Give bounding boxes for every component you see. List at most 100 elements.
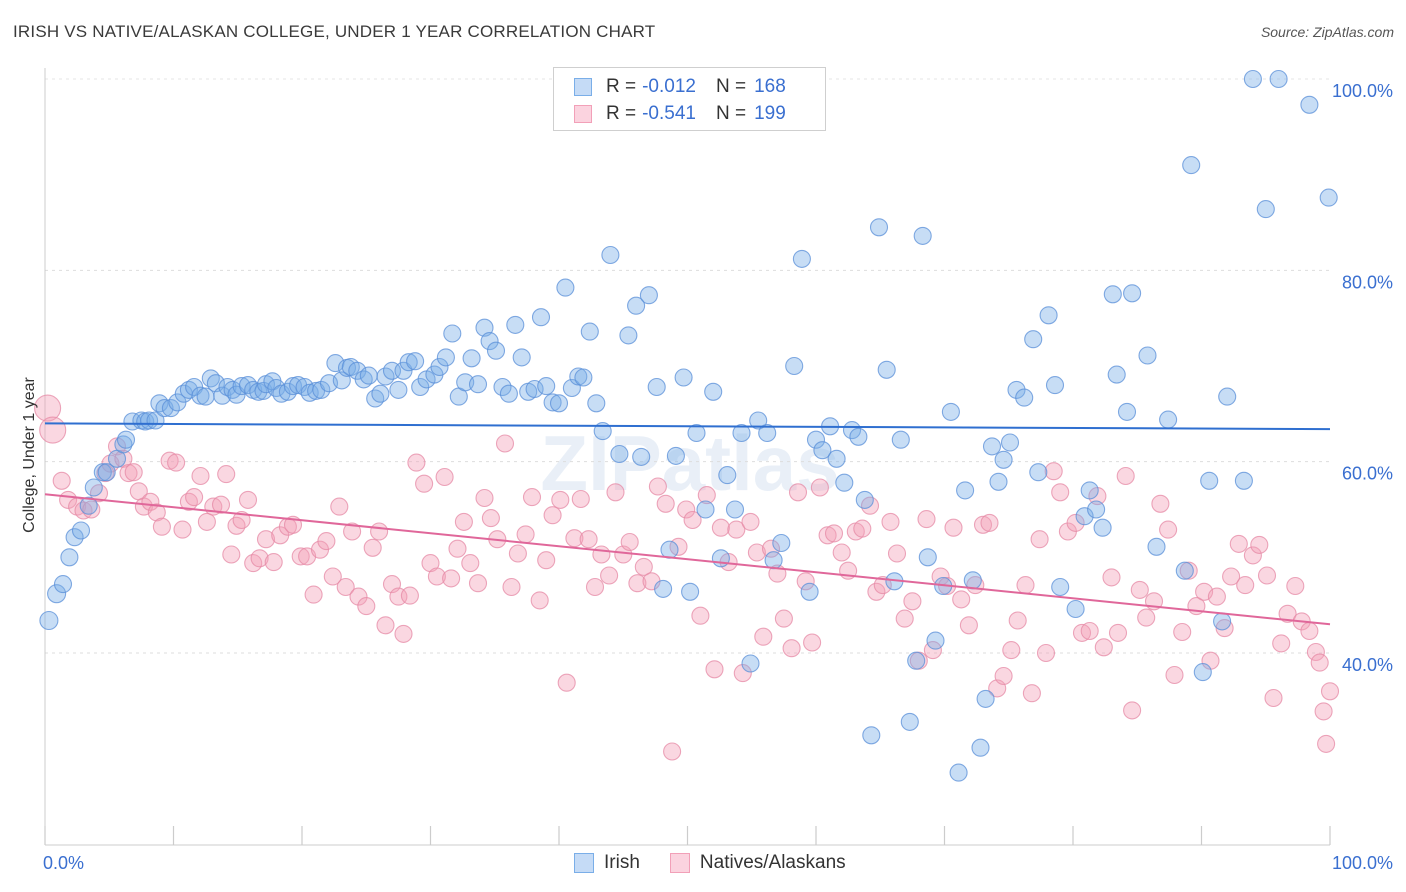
y-tick-labels: 40.0% 60.0% 80.0% 100.0% — [1332, 81, 1393, 675]
data-point-irish — [949, 763, 968, 782]
trend-lines — [44, 422, 1331, 626]
data-point-natives — [357, 597, 376, 616]
data-point-irish — [601, 245, 620, 265]
data-point-natives — [1123, 701, 1142, 720]
data-point-irish — [1182, 156, 1201, 175]
data-point-irish — [732, 423, 751, 443]
data-point-irish — [749, 411, 768, 430]
data-point-natives — [227, 516, 246, 535]
data-point-irish — [718, 466, 737, 485]
data-point-irish — [359, 366, 378, 385]
data-point-irish — [696, 500, 715, 519]
data-point-irish — [674, 368, 693, 387]
data-point-natives — [1030, 530, 1049, 549]
data-point-natives — [663, 742, 682, 761]
data-point-irish — [580, 322, 599, 341]
data-point-irish — [1193, 663, 1212, 682]
data-point-irish — [179, 380, 198, 399]
data-point-irish — [891, 430, 910, 449]
trend-line-irish — [44, 422, 1331, 431]
x-tick-labels: 0.0% 100.0% — [43, 853, 1393, 873]
data-point-natives — [317, 532, 336, 551]
data-point-natives — [495, 434, 515, 453]
data-point-natives — [796, 572, 815, 591]
data-point-natives — [343, 522, 362, 541]
data-point-natives — [1264, 688, 1283, 708]
data-point-natives — [173, 520, 192, 539]
data-point-natives — [551, 490, 570, 509]
data-point-irish — [150, 394, 169, 413]
data-point-natives — [1300, 621, 1319, 641]
data-point-natives — [628, 574, 647, 593]
data-point-natives — [89, 484, 109, 503]
data-point-natives — [1165, 665, 1184, 685]
data-point-natives — [1306, 642, 1325, 662]
data-point-irish — [238, 376, 258, 395]
data-point-irish — [725, 500, 745, 519]
data-point-natives — [697, 486, 716, 505]
data-point-irish — [60, 548, 79, 567]
data-point-natives — [1066, 513, 1085, 532]
data-point-natives — [1151, 494, 1170, 513]
data-point-irish — [862, 726, 881, 745]
data-point-natives — [648, 477, 667, 496]
data-point-irish — [562, 378, 581, 398]
data-point-irish — [531, 308, 551, 327]
data-point-natives — [114, 449, 133, 468]
data-point-natives — [600, 566, 619, 585]
legend-r-label: R = — [606, 103, 637, 124]
data-point-natives — [191, 466, 210, 486]
data-point-natives — [585, 577, 605, 597]
data-point-natives — [944, 518, 963, 537]
data-point-irish — [312, 380, 331, 399]
data-point-irish — [499, 384, 518, 403]
data-point-irish — [93, 463, 112, 482]
data-point-natives — [774, 609, 793, 628]
data-point-irish — [1123, 284, 1142, 303]
data-point-natives — [818, 526, 837, 545]
data-point-natives — [330, 497, 349, 516]
data-point-irish — [1300, 95, 1319, 114]
legend-label-natives: Natives/Alaskans — [699, 852, 846, 873]
data-point-irish — [842, 421, 862, 440]
data-point-natives — [39, 416, 67, 444]
x-tick-label: 0.0% — [43, 853, 84, 873]
data-point-irish — [806, 430, 826, 449]
data-point-natives — [468, 574, 488, 593]
data-point-natives — [1102, 568, 1121, 587]
legend-swatch-irish — [574, 853, 594, 873]
data-point-irish — [971, 738, 990, 757]
data-point-natives — [522, 488, 542, 507]
data-point-irish — [47, 584, 67, 604]
data-point-irish — [1024, 330, 1043, 349]
data-point-irish — [758, 423, 777, 443]
data-point-irish — [569, 367, 588, 386]
y-tick-label: 60.0% — [1342, 464, 1393, 484]
legend-n-value: 168 — [754, 76, 786, 97]
legend-label-irish: Irish — [604, 852, 640, 873]
data-point-irish — [1029, 463, 1048, 482]
data-point-natives — [873, 576, 892, 595]
data-point-irish — [1117, 402, 1137, 421]
data-point-natives — [1036, 643, 1056, 663]
data-point-natives — [691, 606, 710, 625]
data-point-natives — [973, 515, 993, 534]
data-point-natives — [363, 538, 382, 557]
data-point-natives — [217, 465, 236, 484]
data-point-natives — [579, 530, 598, 549]
data-point-irish — [1066, 599, 1085, 619]
data-point-irish — [39, 610, 59, 631]
data-point-natives — [349, 587, 368, 606]
legend-swatch-natives — [669, 853, 690, 873]
data-point-irish — [827, 449, 846, 468]
data-point-irish — [462, 349, 481, 368]
data-point-irish — [666, 446, 685, 465]
data-point-irish — [79, 496, 98, 515]
data-point-irish — [1147, 537, 1166, 556]
data-point-natives — [1094, 638, 1113, 657]
data-point-natives — [147, 503, 166, 522]
data-point-irish — [443, 324, 462, 343]
data-point-irish — [994, 450, 1013, 469]
data-point-irish — [543, 393, 562, 412]
data-point-irish — [430, 357, 449, 377]
